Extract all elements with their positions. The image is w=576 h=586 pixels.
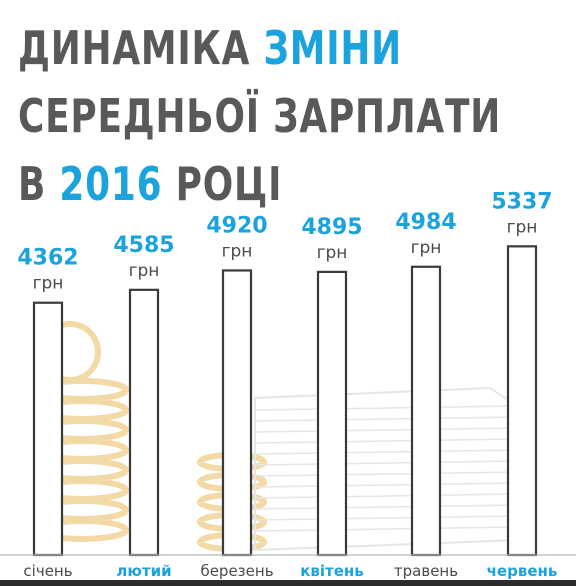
value-label: 4984	[395, 210, 456, 235]
category-label: січень	[23, 562, 72, 580]
unit-label: грн	[317, 243, 348, 263]
title-word-rotsi: РОЦІ	[175, 157, 283, 211]
bar-лютий	[128, 288, 160, 557]
bars-group	[32, 245, 538, 557]
value-label: 4585	[113, 233, 174, 258]
title-word-zminy: ЗМІНИ	[263, 21, 402, 75]
value-label: 4920	[206, 213, 267, 238]
unit-label: грн	[411, 238, 442, 258]
category-label: травень	[394, 562, 458, 580]
banknote-line-decor	[254, 526, 521, 532]
banknote-line-decor	[254, 460, 521, 466]
unit-label: грн	[507, 217, 538, 237]
category-label: лютий	[116, 562, 171, 580]
value-label: 4895	[301, 215, 362, 240]
banknote-line-decor	[254, 493, 521, 499]
footer-strip	[0, 580, 576, 586]
value-label: 5337	[491, 189, 552, 214]
bar-травень	[410, 265, 442, 557]
banknote-line-decor	[254, 416, 521, 422]
banknote-stack-decor	[254, 386, 521, 552]
category-label: квітень	[300, 562, 364, 580]
banknote-line-decor	[254, 482, 521, 488]
background-decoration	[35, 321, 521, 552]
chart-title: ДИНАМІКА ЗМІНИ СЕРЕДНЬОЇ ЗАРПЛАТИ В 2016 Р…	[18, 14, 501, 218]
value-label: 4362	[17, 246, 78, 271]
banknote-line-decor	[254, 427, 521, 433]
banknote-line-decor	[254, 405, 521, 411]
banknote-line-decor	[254, 438, 521, 444]
category-label: червень	[487, 562, 558, 580]
bar-червень	[506, 245, 538, 557]
unit-label: грн	[222, 241, 253, 261]
unit-label: грн	[129, 261, 160, 281]
bar-березень	[221, 269, 253, 557]
title-word-v: В	[18, 157, 47, 211]
banknote-line-decor	[254, 449, 521, 455]
labels-group: 4362 грн січень 4585 грн лютий 4920 грн березень…	[17, 189, 557, 580]
category-label: березень	[200, 562, 273, 580]
title-year: 2016	[59, 157, 163, 211]
banknote-line-decor	[254, 471, 521, 477]
unit-label: грн	[33, 274, 64, 294]
title-line-2: СЕРЕДНЬОЇ ЗАРПЛАТИ	[18, 89, 502, 143]
title-word-dynamika: ДИНАМІКА	[18, 21, 251, 75]
banknote-line-decor	[254, 504, 521, 510]
banknote-line-decor	[254, 515, 521, 521]
bar-квітень	[316, 270, 348, 557]
bar-січень	[32, 301, 64, 557]
